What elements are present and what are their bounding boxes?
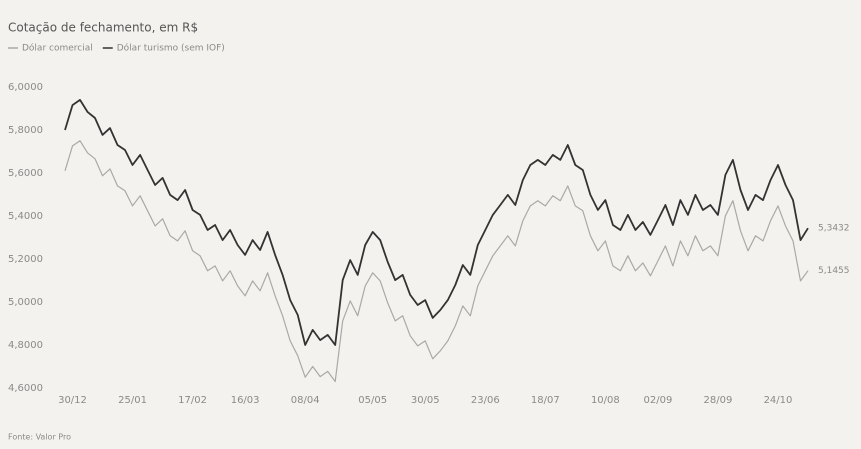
x-tick-label: 30/12 (58, 395, 87, 406)
line (64, 99, 809, 346)
y-tick-label: 5,2000 (8, 254, 43, 265)
x-tick-label: 25/01 (118, 395, 147, 406)
y-tick-label: 5,8000 (8, 125, 43, 136)
x-tick-label: 08/04 (291, 395, 320, 406)
x-tick-label: 18/07 (531, 395, 560, 406)
x-tick-label: 16/03 (231, 395, 260, 406)
x-tick-label: 17/02 (178, 395, 207, 406)
y-tick-label: 5,0000 (8, 297, 43, 308)
x-tick-label: 28/09 (704, 395, 733, 406)
x-tick-label: 24/10 (764, 395, 793, 406)
y-tick-label: 6,0000 (8, 82, 43, 93)
y-tick-label: 4,8000 (8, 340, 43, 351)
legend-label: Dólar comercial (22, 43, 93, 54)
value-label: 5,3432 (818, 224, 850, 234)
y-tick-label: 5,6000 (8, 168, 43, 179)
value-label: 5,1455 (818, 266, 850, 276)
y-tick-label: 4,6000 (8, 383, 43, 394)
chart-subtitle: Cotação de fechamento, em R$ (8, 21, 198, 35)
x-tick-label: 10/08 (591, 395, 620, 406)
x-tick-label: 30/05 (411, 395, 440, 406)
x-tick-label: 05/05 (358, 395, 387, 406)
y-tick-label: 5,4000 (8, 211, 43, 222)
legend-label: Dólar turismo (sem IOF) (117, 43, 225, 54)
x-tick-label: 23/06 (471, 395, 500, 406)
source: Fonte: Valor Pro (8, 433, 71, 442)
line (64, 140, 809, 383)
x-tick-label: 02/09 (643, 395, 672, 406)
